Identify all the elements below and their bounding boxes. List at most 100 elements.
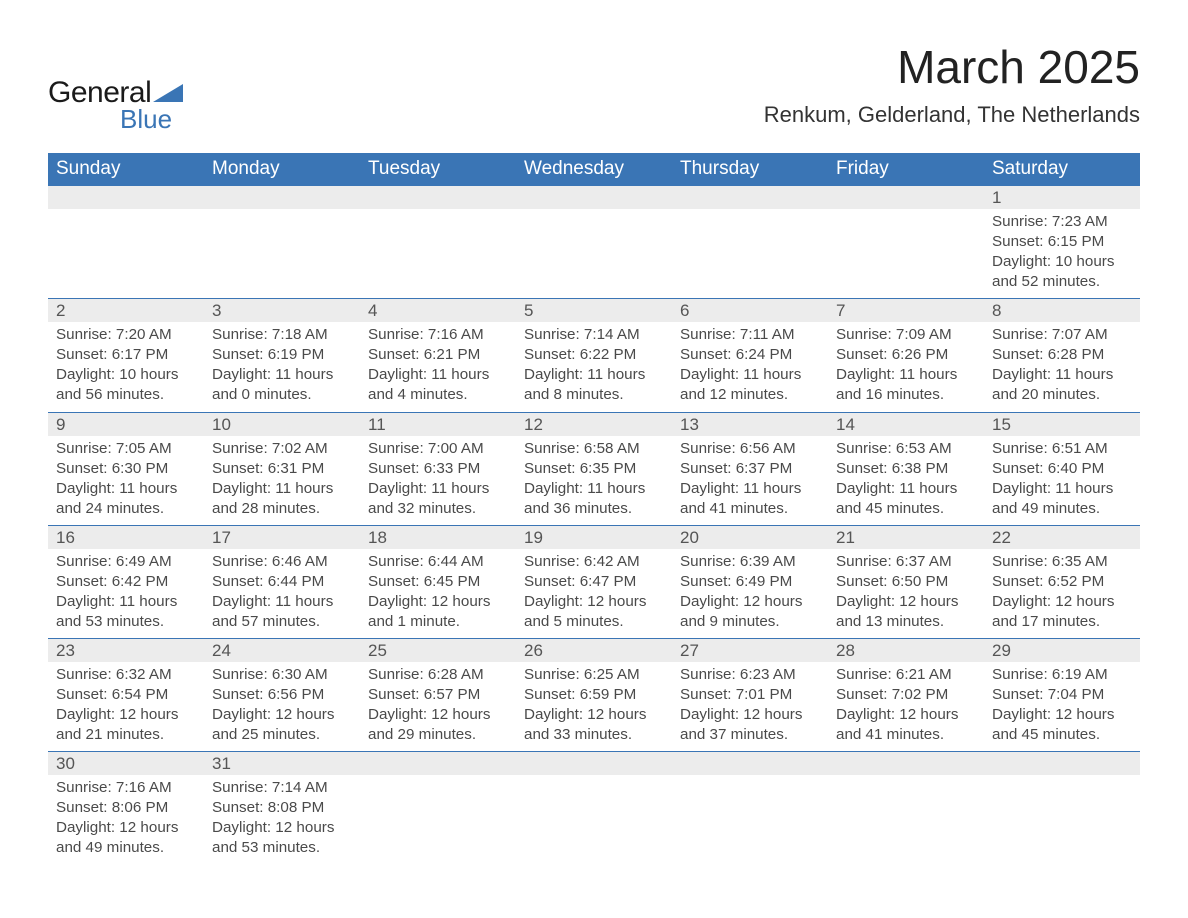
sunset-line: Sunset: 8:06 PM <box>56 798 196 818</box>
day-info-cell <box>672 775 828 864</box>
sunrise-line: Sunrise: 7:05 AM <box>56 439 196 459</box>
day-header: Wednesday <box>516 153 672 186</box>
sunset-line: Sunset: 8:08 PM <box>212 798 352 818</box>
week-daynum-row: 3031 <box>48 752 1140 776</box>
day-info-cell: Sunrise: 6:44 AMSunset: 6:45 PMDaylight:… <box>360 549 516 639</box>
day-info-cell: Sunrise: 7:14 AMSunset: 6:22 PMDaylight:… <box>516 322 672 412</box>
day-number-cell <box>516 186 672 210</box>
day-number-cell <box>204 186 360 210</box>
week-info-row: Sunrise: 7:20 AMSunset: 6:17 PMDaylight:… <box>48 322 1140 412</box>
sunrise-line: Sunrise: 6:30 AM <box>212 665 352 685</box>
day-header: Saturday <box>984 153 1140 186</box>
day-number: 17 <box>204 526 360 549</box>
day-number-cell: 29 <box>984 639 1140 663</box>
sunset-line: Sunset: 6:50 PM <box>836 572 976 592</box>
sunset-line: Sunset: 6:33 PM <box>368 459 508 479</box>
day-info-cell: Sunrise: 7:20 AMSunset: 6:17 PMDaylight:… <box>48 322 204 412</box>
day-number-cell: 10 <box>204 412 360 436</box>
day-number: 4 <box>360 299 516 322</box>
daylight-line: Daylight: 12 hours and 45 minutes. <box>992 705 1132 745</box>
day-info-cell: Sunrise: 7:16 AMSunset: 8:06 PMDaylight:… <box>48 775 204 864</box>
day-info-cell <box>828 775 984 864</box>
sunrise-line: Sunrise: 6:44 AM <box>368 552 508 572</box>
sunset-line: Sunset: 6:26 PM <box>836 345 976 365</box>
day-info-cell <box>828 209 984 299</box>
day-number: 24 <box>204 639 360 662</box>
sunset-line: Sunset: 6:56 PM <box>212 685 352 705</box>
day-info-cell <box>360 209 516 299</box>
day-number-cell <box>516 752 672 776</box>
day-info-cell: Sunrise: 6:39 AMSunset: 6:49 PMDaylight:… <box>672 549 828 639</box>
day-header: Sunday <box>48 153 204 186</box>
sunrise-line: Sunrise: 7:16 AM <box>56 778 196 798</box>
header: General Blue March 2025 Renkum, Gelderla… <box>48 40 1140 135</box>
day-info-cell: Sunrise: 6:21 AMSunset: 7:02 PMDaylight:… <box>828 662 984 752</box>
sunrise-line: Sunrise: 6:39 AM <box>680 552 820 572</box>
day-info-cell: Sunrise: 7:11 AMSunset: 6:24 PMDaylight:… <box>672 322 828 412</box>
daylight-line: Daylight: 11 hours and 0 minutes. <box>212 365 352 405</box>
day-number-cell: 13 <box>672 412 828 436</box>
sunset-line: Sunset: 6:45 PM <box>368 572 508 592</box>
sunset-line: Sunset: 6:44 PM <box>212 572 352 592</box>
day-number-cell: 8 <box>984 299 1140 323</box>
daylight-line: Daylight: 12 hours and 53 minutes. <box>212 818 352 858</box>
daylight-line: Daylight: 12 hours and 25 minutes. <box>212 705 352 745</box>
day-info-cell: Sunrise: 7:02 AMSunset: 6:31 PMDaylight:… <box>204 436 360 526</box>
sunset-line: Sunset: 6:24 PM <box>680 345 820 365</box>
day-info-cell: Sunrise: 7:05 AMSunset: 6:30 PMDaylight:… <box>48 436 204 526</box>
day-number: 11 <box>360 413 516 436</box>
day-number-cell: 11 <box>360 412 516 436</box>
day-number: 21 <box>828 526 984 549</box>
day-info-cell: Sunrise: 6:42 AMSunset: 6:47 PMDaylight:… <box>516 549 672 639</box>
daylight-line: Daylight: 11 hours and 28 minutes. <box>212 479 352 519</box>
day-number-cell: 23 <box>48 639 204 663</box>
sunrise-line: Sunrise: 6:51 AM <box>992 439 1132 459</box>
day-number-cell: 24 <box>204 639 360 663</box>
daylight-line: Daylight: 11 hours and 41 minutes. <box>680 479 820 519</box>
week-info-row: Sunrise: 7:23 AMSunset: 6:15 PMDaylight:… <box>48 209 1140 299</box>
sunrise-line: Sunrise: 7:09 AM <box>836 325 976 345</box>
sunrise-line: Sunrise: 6:49 AM <box>56 552 196 572</box>
day-info-cell: Sunrise: 7:00 AMSunset: 6:33 PMDaylight:… <box>360 436 516 526</box>
sunrise-line: Sunrise: 6:19 AM <box>992 665 1132 685</box>
day-info-cell: Sunrise: 6:51 AMSunset: 6:40 PMDaylight:… <box>984 436 1140 526</box>
sunset-line: Sunset: 6:37 PM <box>680 459 820 479</box>
day-number-cell: 3 <box>204 299 360 323</box>
logo-triangle-icon <box>153 80 183 102</box>
day-number: 5 <box>516 299 672 322</box>
logo-text-blue: Blue <box>120 104 183 135</box>
day-number: 15 <box>984 413 1140 436</box>
sunset-line: Sunset: 6:17 PM <box>56 345 196 365</box>
location: Renkum, Gelderland, The Netherlands <box>764 102 1140 128</box>
sunset-line: Sunset: 6:35 PM <box>524 459 664 479</box>
sunrise-line: Sunrise: 6:35 AM <box>992 552 1132 572</box>
day-number-cell: 14 <box>828 412 984 436</box>
day-number: 31 <box>204 752 360 775</box>
day-number-cell: 19 <box>516 525 672 549</box>
sunset-line: Sunset: 7:01 PM <box>680 685 820 705</box>
day-info-cell: Sunrise: 6:28 AMSunset: 6:57 PMDaylight:… <box>360 662 516 752</box>
day-info-cell <box>48 209 204 299</box>
day-number-cell: 22 <box>984 525 1140 549</box>
day-info-cell: Sunrise: 6:49 AMSunset: 6:42 PMDaylight:… <box>48 549 204 639</box>
day-info-cell <box>672 209 828 299</box>
sunset-line: Sunset: 6:47 PM <box>524 572 664 592</box>
daylight-line: Daylight: 11 hours and 20 minutes. <box>992 365 1132 405</box>
daylight-line: Daylight: 11 hours and 57 minutes. <box>212 592 352 632</box>
daylight-line: Daylight: 12 hours and 41 minutes. <box>836 705 976 745</box>
sunrise-line: Sunrise: 6:46 AM <box>212 552 352 572</box>
week-daynum-row: 16171819202122 <box>48 525 1140 549</box>
sunset-line: Sunset: 6:40 PM <box>992 459 1132 479</box>
sunset-line: Sunset: 6:57 PM <box>368 685 508 705</box>
week-info-row: Sunrise: 7:16 AMSunset: 8:06 PM Daylight:… <box>48 775 1140 864</box>
sunrise-line: Sunrise: 6:37 AM <box>836 552 976 572</box>
day-number: 26 <box>516 639 672 662</box>
day-info-cell: Sunrise: 6:46 AMSunset: 6:44 PMDaylight:… <box>204 549 360 639</box>
daylight-line: Daylight: 12 hours and 13 minutes. <box>836 592 976 632</box>
day-info-cell <box>204 209 360 299</box>
day-number: 27 <box>672 639 828 662</box>
day-info-cell: Sunrise: 7:07 AMSunset: 6:28 PMDaylight:… <box>984 322 1140 412</box>
sunset-line: Sunset: 6:19 PM <box>212 345 352 365</box>
daylight-line: Daylight: 11 hours and 49 minutes. <box>992 479 1132 519</box>
sunset-line: Sunset: 6:30 PM <box>56 459 196 479</box>
